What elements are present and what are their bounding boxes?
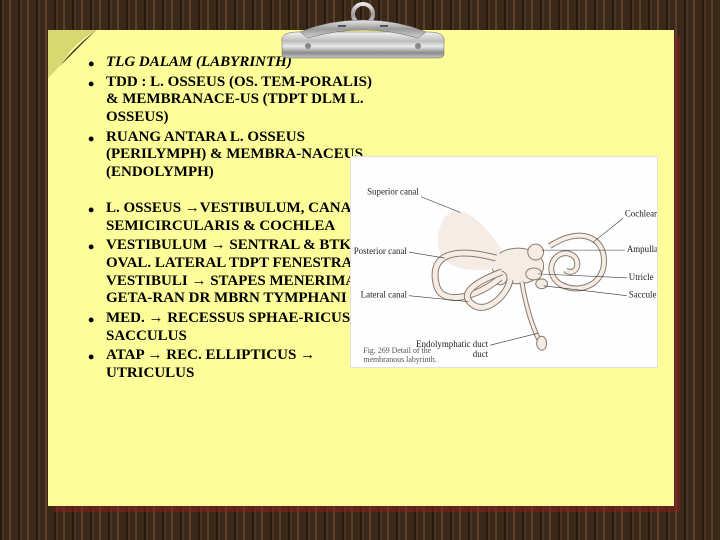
figure-caption: Fig. 269 Detail of the [363, 346, 431, 355]
label-utricle: Utricle [629, 272, 654, 282]
bullet-item: MED. → RECESSUS SPHAE-RICUS → SACCULUS [88, 310, 388, 345]
label-saccule: Saccule [629, 290, 657, 300]
label-posterior-canal: Posterior canal [354, 246, 408, 256]
clip-icon [278, 2, 448, 60]
bullet-item: L. OSSEUS →VESTIBULUM, CANALIS SEMICIRCU… [88, 200, 388, 235]
bullet-item: ATAP → REC. ELLIPTICUS → UTRICULUS [88, 347, 388, 382]
svg-text:duct: duct [473, 349, 489, 359]
bullet-item: RUANG ANTARA L. OSSEUS (PERILYMPH) & MEM… [88, 129, 388, 182]
bullet-item: TDD : L. OSSEUS (OS. TEM-PORALIS) & MEMB… [88, 74, 388, 127]
bullet-list: TLG DALAM (LABYRINTH) TDD : L. OSSEUS (O… [88, 54, 388, 383]
label-superior-canal: Superior canal [367, 187, 419, 197]
bullet-item: VESTIBULUM → SENTRAL & BTK OVAL. LATERAL… [88, 237, 388, 308]
label-cochlear-duct: Cochlear duct [625, 208, 657, 218]
label-ampulla: Ampulla [627, 244, 657, 254]
figure-caption: membranous labyrinth. [363, 355, 436, 364]
sticky-note: TLG DALAM (LABYRINTH) TDD : L. OSSEUS (O… [48, 30, 674, 506]
label-lateral-canal: Lateral canal [361, 290, 408, 300]
labyrinth-diagram: Superior canal Posterior canal Lateral c… [350, 156, 658, 368]
